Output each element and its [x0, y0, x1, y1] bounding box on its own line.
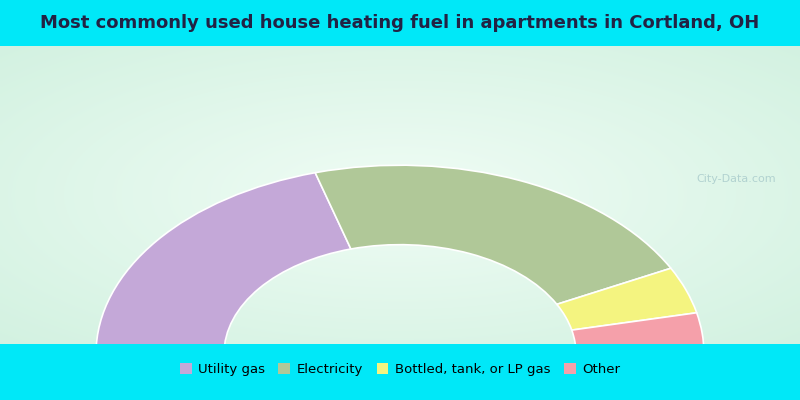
Wedge shape	[315, 165, 671, 304]
Wedge shape	[557, 268, 697, 330]
Text: Most commonly used house heating fuel in apartments in Cortland, OH: Most commonly used house heating fuel in…	[40, 14, 760, 32]
Wedge shape	[572, 313, 704, 354]
Wedge shape	[96, 173, 351, 354]
Text: City-Data.com: City-Data.com	[696, 174, 776, 184]
Legend: Utility gas, Electricity, Bottled, tank, or LP gas, Other: Utility gas, Electricity, Bottled, tank,…	[174, 358, 626, 381]
